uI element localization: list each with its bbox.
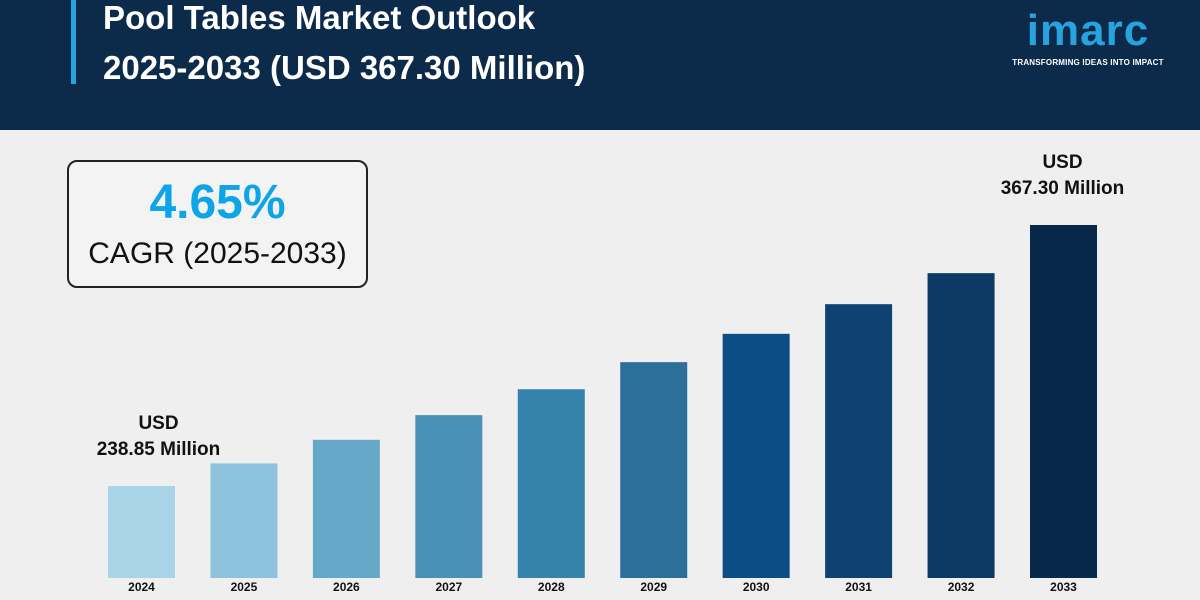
annotation-2033-value: 367.30 Million [1001,178,1125,199]
x-tick-label-2033: 2033 [1050,580,1077,594]
x-tick-label-2028: 2028 [538,580,565,594]
cagr-label: CAGR (2025-2033) [88,237,347,270]
bar-2026 [312,439,380,578]
x-tick-label-2025: 2025 [231,580,258,594]
cagr-box: 4.65% CAGR (2025-2033) [67,160,368,288]
cagr-value: 4.65% [149,176,286,229]
logo-tagline: TRANSFORMING IDEAS INTO IMPACT [1012,58,1164,67]
bar-2027 [415,415,483,578]
title-line-2: 2025-2033 (USD 367.30 Million) [103,49,586,86]
bar-2031 [825,304,893,578]
bar-2030 [722,333,790,578]
annotation-2033-currency: USD [1042,152,1082,173]
bar-2025 [210,463,278,578]
title-line-1: Pool Tables Market Outlook [103,0,536,36]
imarc-logo: imarc TRANSFORMING IDEAS INTO IMPACT [1012,6,1164,67]
x-tick-label-2026: 2026 [333,580,360,594]
x-tick-label-2027: 2027 [435,580,462,594]
bar-2033 [1030,225,1097,578]
x-tick-label-2030: 2030 [743,580,770,594]
page-title: Pool Tables Market Outlook 2025-2033 (US… [103,0,585,93]
bar-2028 [517,389,585,578]
logo-wordmark: imarc [1026,6,1150,55]
annotation-2024-value: 238.85 Million [97,439,221,460]
bar-2032 [927,273,995,578]
title-accent-bar [71,0,76,84]
x-tick-label-2024: 2024 [128,580,155,594]
bar-2024 [108,486,175,578]
x-tick-label-2031: 2031 [845,580,872,594]
x-tick-label-2032: 2032 [948,580,975,594]
header-banner: Pool Tables Market Outlook 2025-2033 (US… [0,0,1200,130]
bar-2029 [620,362,688,578]
annotation-2024-currency: USD [138,413,178,434]
x-tick-label-2029: 2029 [640,580,667,594]
